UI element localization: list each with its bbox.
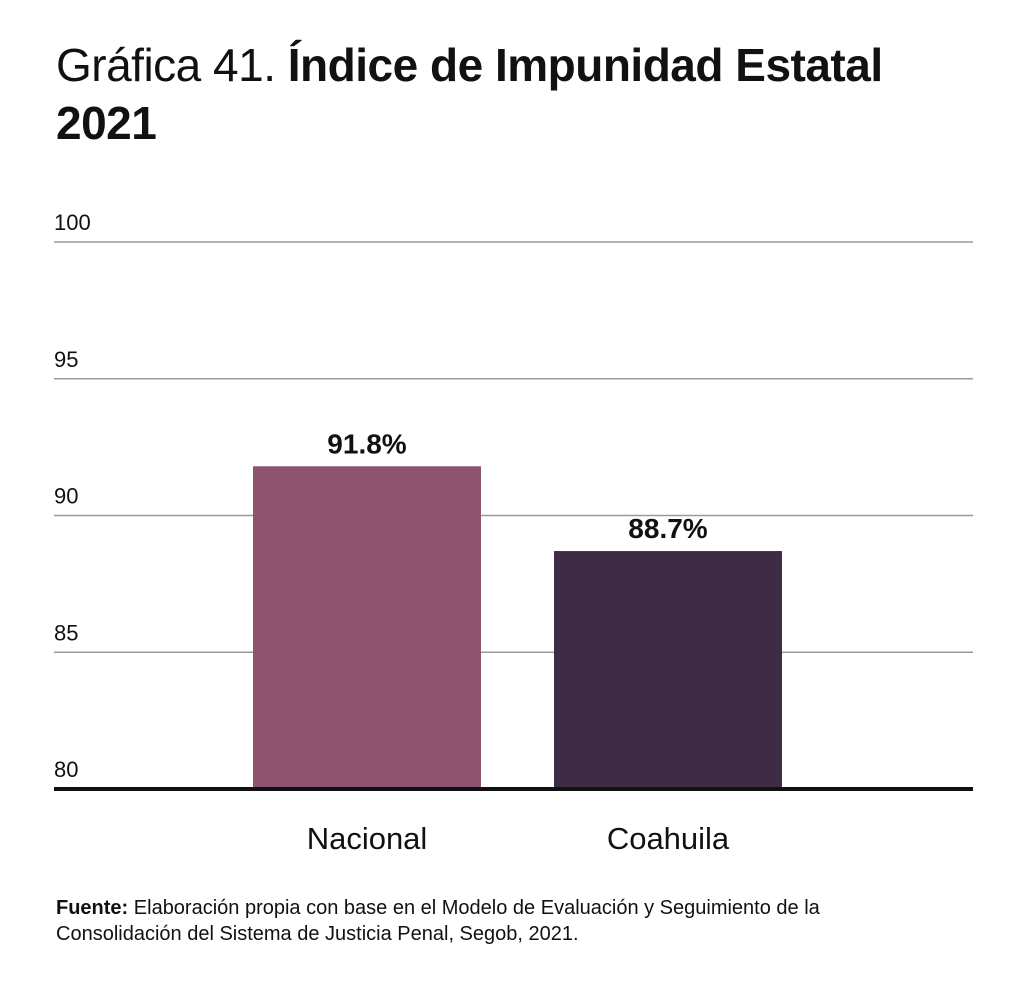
x-tick-label: Coahuila — [607, 821, 730, 856]
source-text: Elaboración propia con base en el Modelo… — [56, 897, 820, 945]
chart-title-main: Índice de Impunidad Estatal 2021 — [56, 39, 883, 149]
y-tick-label: 80 — [54, 757, 78, 782]
y-tick-label: 95 — [54, 347, 78, 372]
source-label: Fuente: — [56, 897, 129, 919]
x-tick-label: Nacional — [307, 821, 428, 856]
data-label: 91.8% — [327, 428, 406, 459]
chart-title: Gráfica 41. Índice de Impunidad Estatal … — [56, 36, 956, 152]
y-tick-label: 90 — [54, 484, 78, 509]
bar-nacional — [253, 466, 481, 789]
chart-title-prefix: Gráfica 41. — [56, 39, 276, 91]
bar-coahuila — [554, 551, 782, 789]
y-tick-label: 100 — [54, 210, 91, 235]
source-note: Fuente: Elaboración propia con base en e… — [56, 895, 936, 947]
y-tick-label: 85 — [54, 620, 78, 645]
data-label: 88.7% — [628, 513, 707, 544]
